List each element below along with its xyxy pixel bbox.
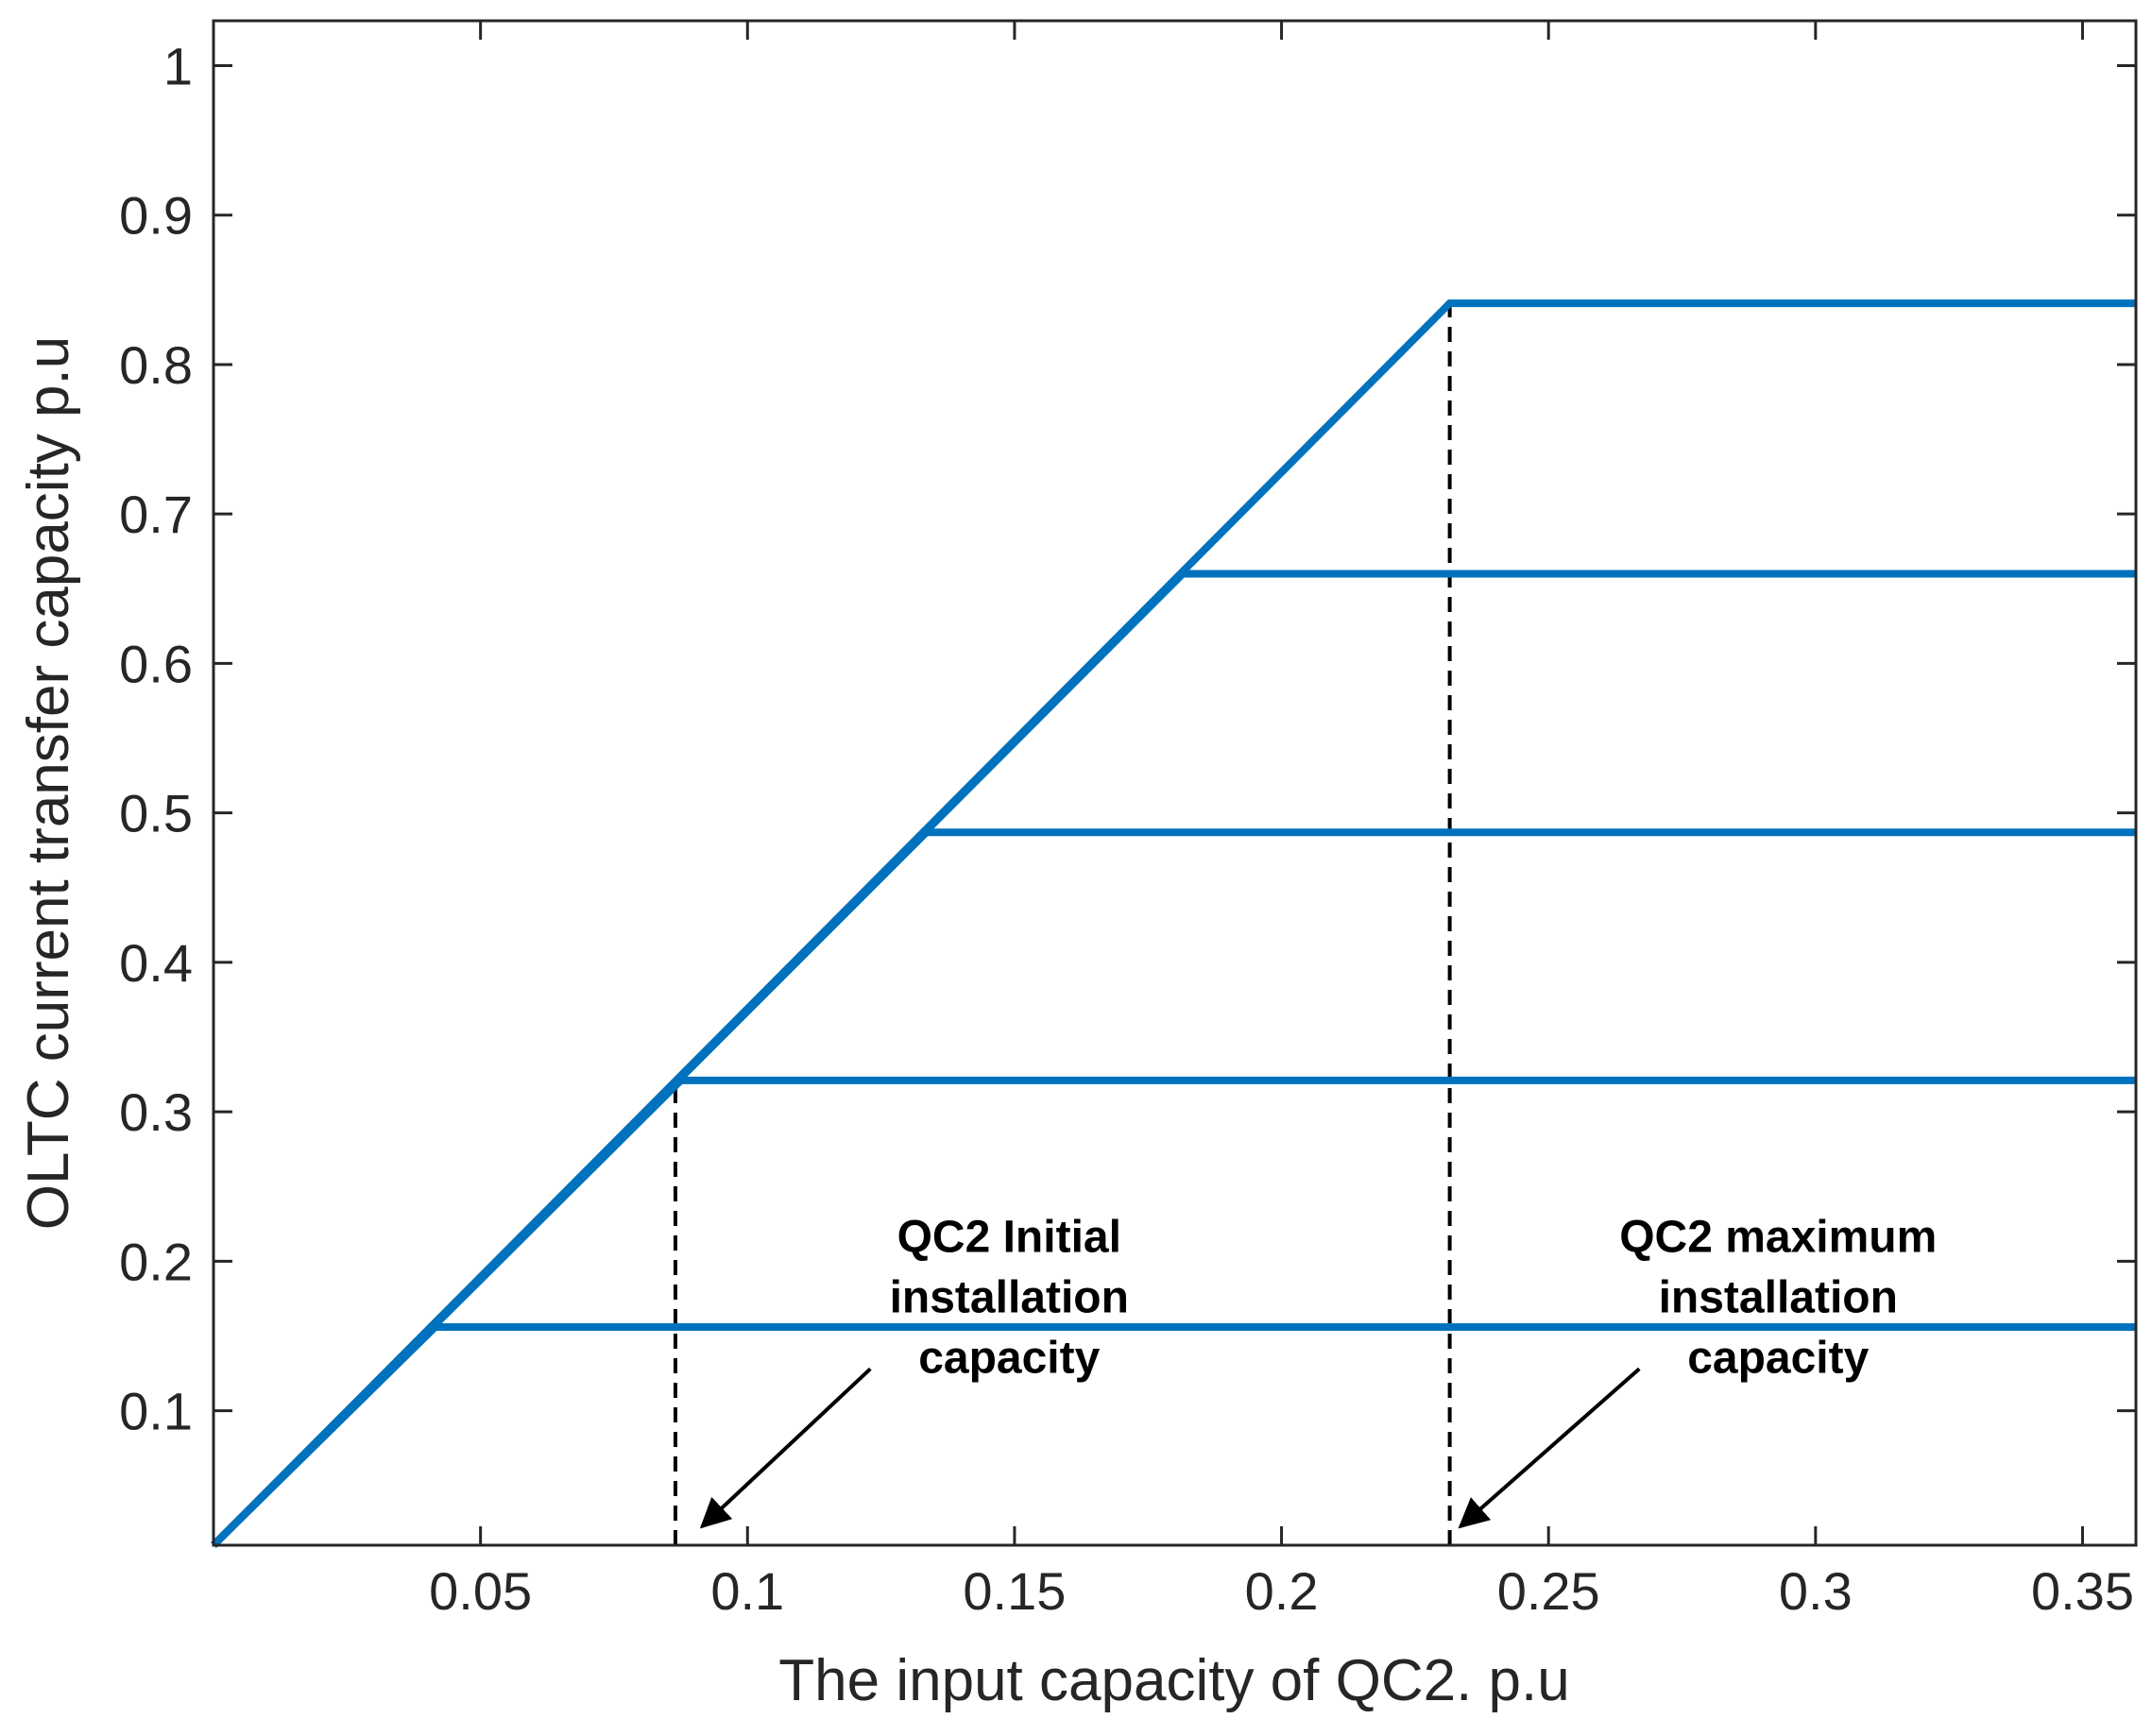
x-tick-label: 0.25 — [1497, 1561, 1600, 1621]
series-line-5 — [211, 299, 2136, 1548]
x-axis-label: The input capacity of QC2. p.u — [778, 1648, 1569, 1713]
y-axis-label: OLTC current transfer capacity p.u — [16, 336, 81, 1230]
y-tick-label: 0.2 — [119, 1232, 193, 1291]
ticks: 0.05 0.1 0.15 0.2 0.25 0.3 0.35 0.1 0.2 0.3 0.4 0.5… — [119, 21, 2136, 1621]
axes-frame — [212, 19, 2138, 1547]
y-tick-label: 0.6 — [119, 634, 193, 693]
y-tick-label: 0.4 — [119, 933, 193, 993]
y-tick-label: 1 — [163, 36, 193, 95]
x-tick-label: 0.05 — [429, 1561, 532, 1621]
y-tick-label: 0.8 — [119, 335, 193, 395]
reference-lines — [673, 303, 1452, 1545]
annotation-initial-line: QC2 Initial — [897, 1212, 1121, 1262]
y-tick-label: 0.3 — [119, 1082, 193, 1142]
y-tick-label: 0.5 — [119, 784, 193, 843]
annotation-maximum-line: installation — [1659, 1272, 1898, 1322]
annotation-initial-line: installation — [890, 1272, 1129, 1322]
annotation-arrow-maximum — [1458, 1367, 1641, 1529]
y-tick-label: 0.1 — [119, 1382, 193, 1441]
x-tick-label: 0.3 — [1779, 1561, 1853, 1621]
annotations: QC2 Initial installation capacity QC2 maxim… — [699, 1212, 1937, 1529]
x-tick-label: 0.1 — [710, 1561, 784, 1621]
annotation-arrow-initial — [699, 1367, 872, 1529]
series-lines — [211, 299, 2136, 1548]
x-tick-label: 0.2 — [1245, 1561, 1319, 1621]
y-tick-label: 0.7 — [119, 485, 193, 544]
annotation-initial-line: capacity — [918, 1333, 1100, 1383]
x-tick-label: 0.15 — [963, 1561, 1066, 1621]
annotation-maximum-line: capacity — [1687, 1333, 1869, 1383]
plot-background — [213, 21, 2136, 1545]
y-tick-label: 0.9 — [119, 186, 193, 246]
x-tick-label: 0.35 — [2031, 1561, 2134, 1621]
annotation-maximum-line: QC2 maximum — [1619, 1212, 1937, 1262]
